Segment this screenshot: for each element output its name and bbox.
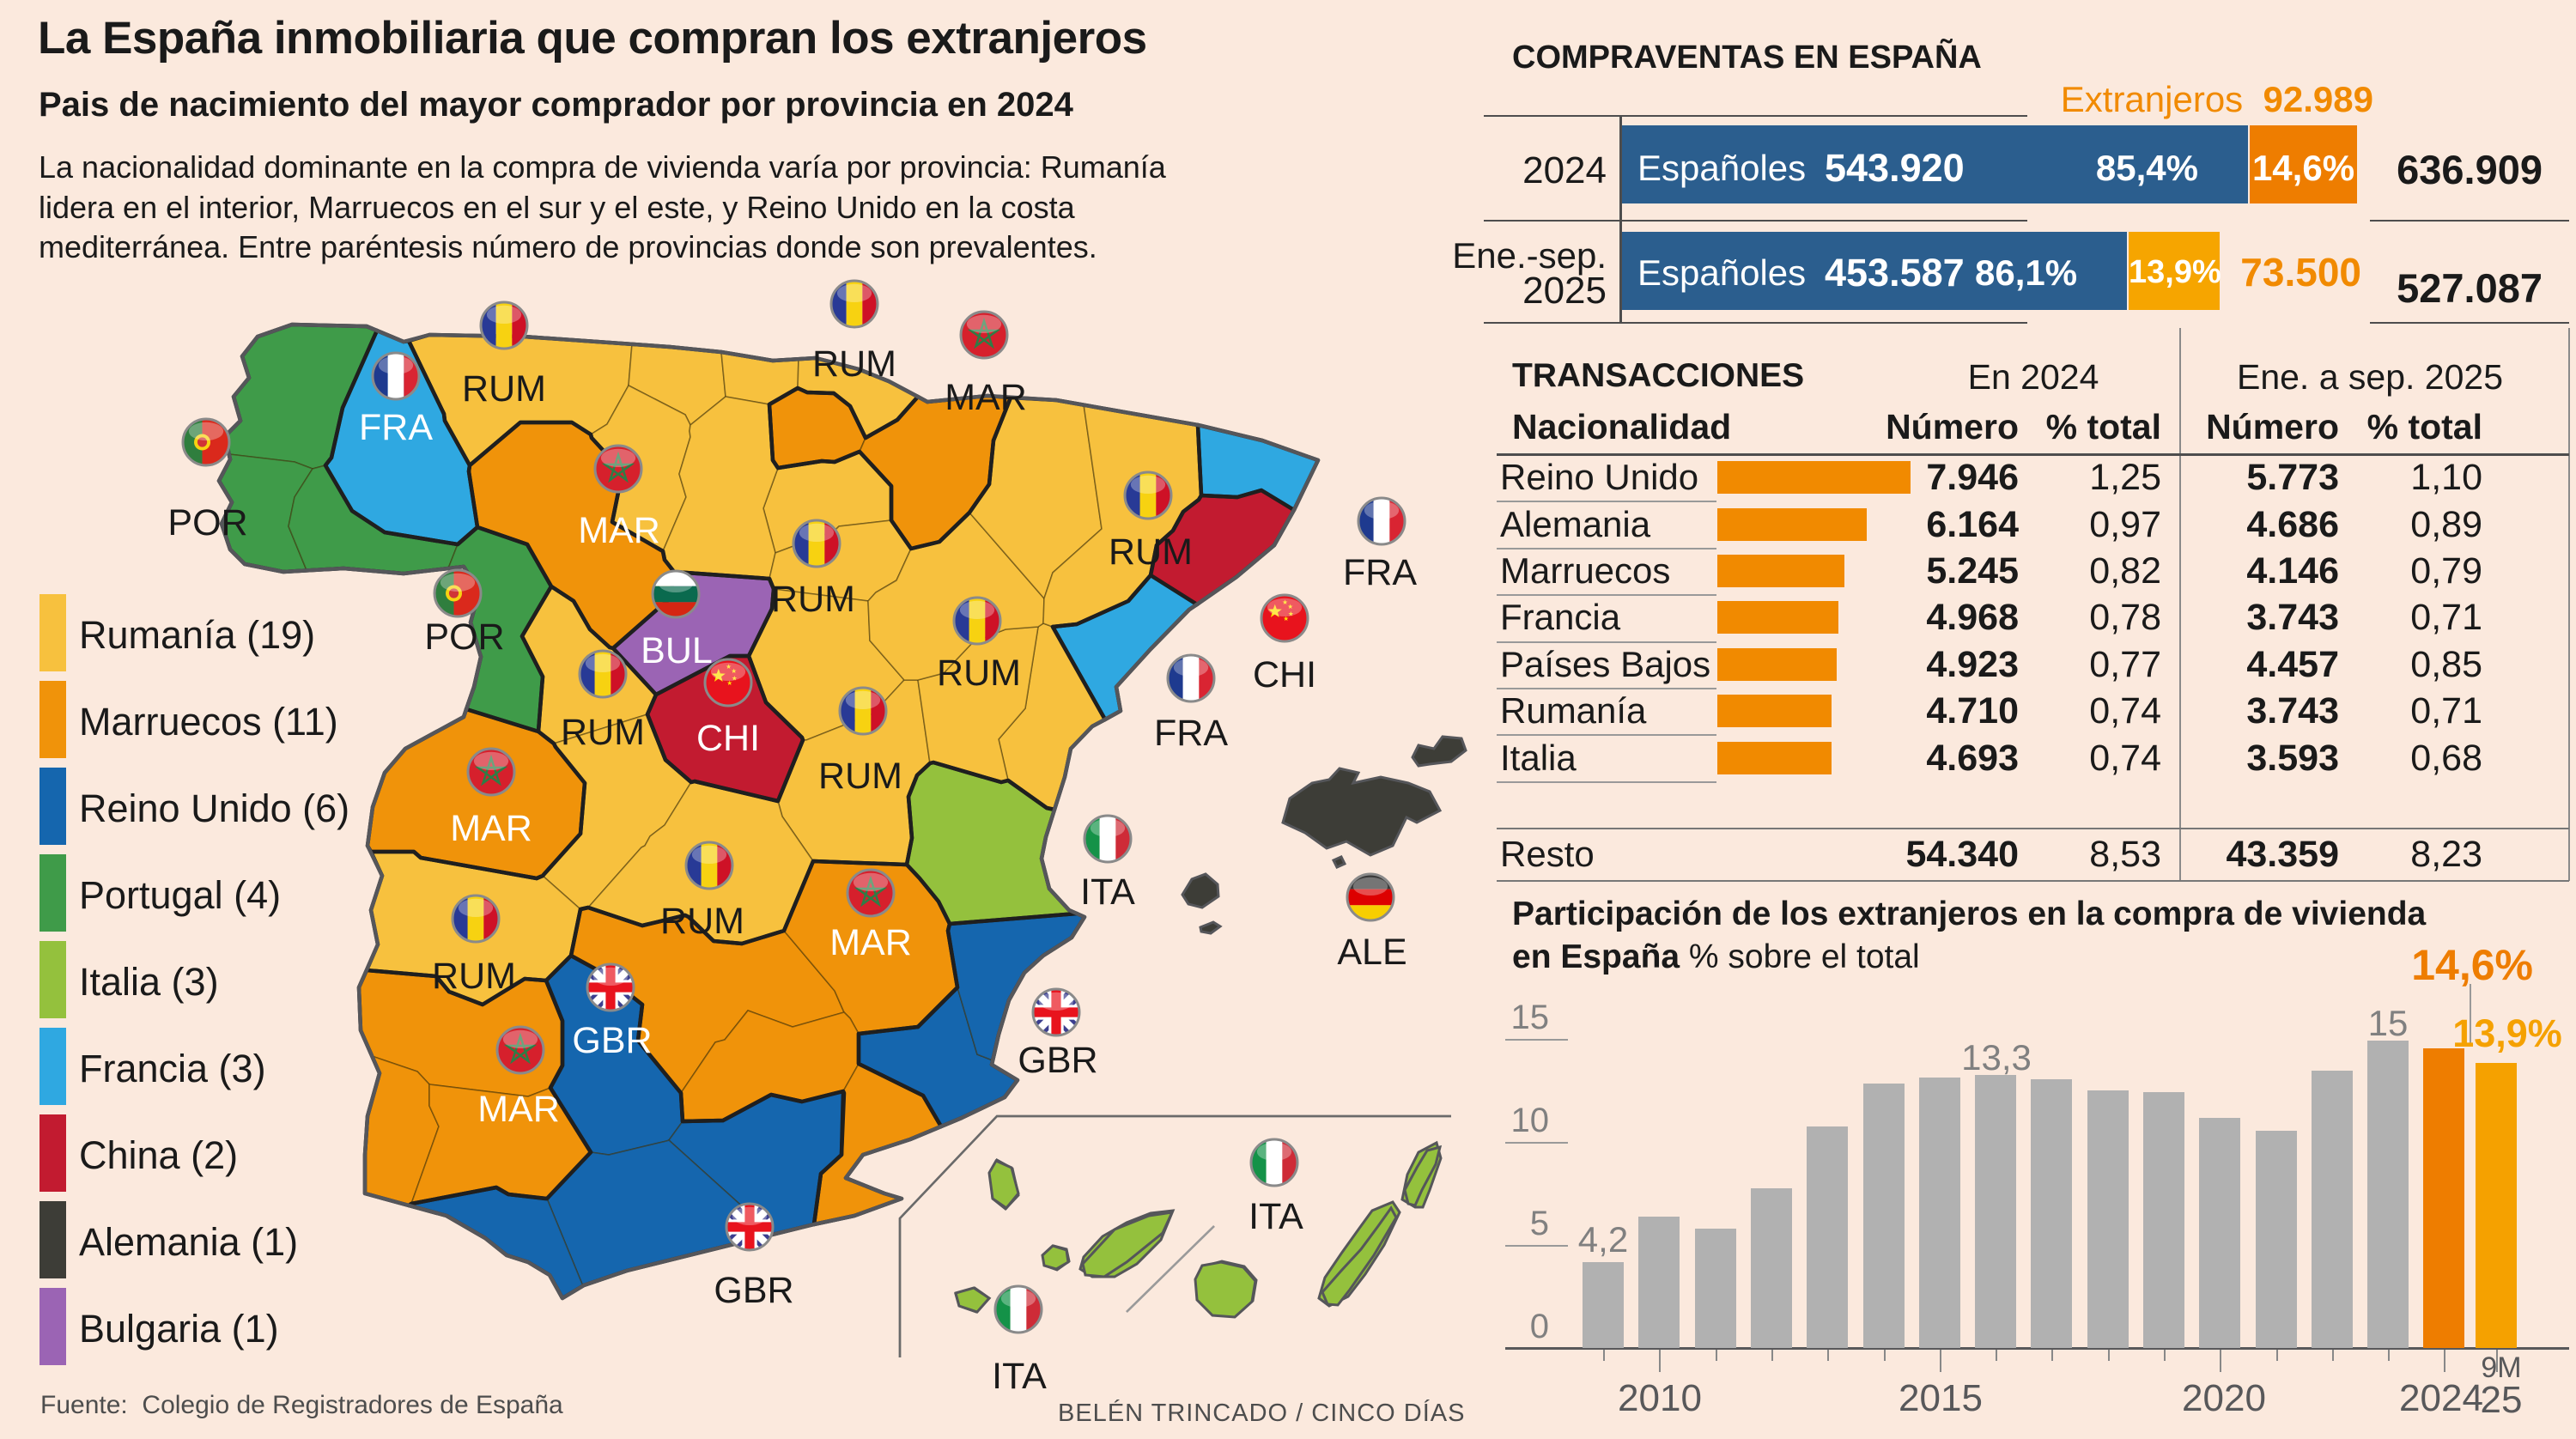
svg-text:GBR: GBR bbox=[714, 1270, 793, 1311]
svg-text:ALE: ALE bbox=[1337, 932, 1406, 973]
svg-text:MAR: MAR bbox=[477, 1089, 560, 1130]
svg-text:MAR: MAR bbox=[578, 510, 660, 551]
svg-text:RUM: RUM bbox=[462, 368, 546, 410]
svg-text:ITA: ITA bbox=[992, 1356, 1047, 1397]
svg-text:FRA: FRA bbox=[359, 407, 433, 448]
svg-text:GBR: GBR bbox=[1018, 1040, 1097, 1081]
svg-text:ITA: ITA bbox=[1080, 871, 1135, 913]
svg-text:MAR: MAR bbox=[829, 922, 912, 963]
svg-text:ITA: ITA bbox=[1249, 1196, 1303, 1237]
svg-text:RUM: RUM bbox=[818, 756, 902, 797]
svg-text:RUM: RUM bbox=[1109, 531, 1193, 573]
svg-text:RUM: RUM bbox=[812, 343, 896, 385]
svg-text:CHI: CHI bbox=[1253, 654, 1316, 695]
svg-text:MAR: MAR bbox=[945, 377, 1027, 418]
svg-text:POR: POR bbox=[167, 502, 247, 543]
svg-text:RUM: RUM bbox=[937, 653, 1021, 694]
svg-text:GBR: GBR bbox=[572, 1020, 652, 1061]
svg-text:FRA: FRA bbox=[1154, 713, 1228, 754]
svg-text:RUM: RUM bbox=[432, 956, 516, 997]
svg-text:POR: POR bbox=[424, 616, 504, 658]
svg-text:CHI: CHI bbox=[696, 718, 760, 759]
svg-text:RUM: RUM bbox=[561, 712, 645, 753]
svg-text:BUL: BUL bbox=[641, 630, 713, 671]
svg-text:RUM: RUM bbox=[660, 901, 744, 942]
svg-text:RUM: RUM bbox=[771, 579, 855, 620]
svg-text:FRA: FRA bbox=[1343, 552, 1417, 593]
svg-text:MAR: MAR bbox=[450, 808, 532, 849]
